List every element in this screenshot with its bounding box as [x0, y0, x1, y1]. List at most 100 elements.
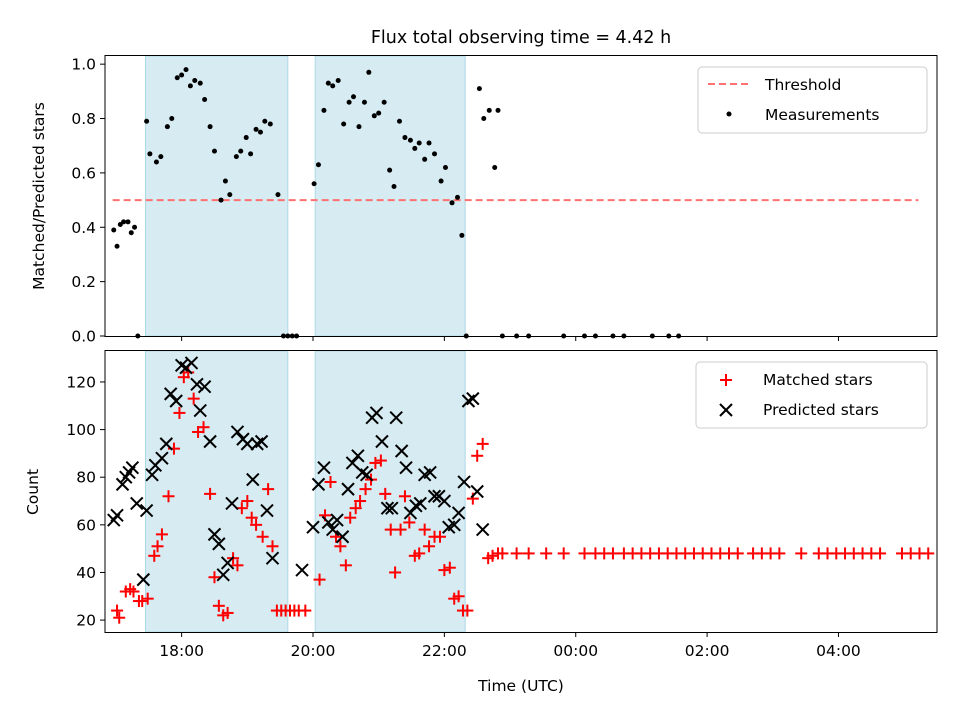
- top-y-tick-label: 0.0: [71, 328, 96, 346]
- predicted-star-point: [451, 506, 466, 520]
- matched-star-point: [141, 592, 154, 605]
- measurement-point: [361, 99, 367, 105]
- predicted-star-point: [375, 434, 389, 449]
- measurement-point: [346, 99, 352, 105]
- measurement-point: [449, 200, 455, 206]
- measurement-point: [407, 137, 413, 143]
- measurement-point: [330, 83, 336, 89]
- measurement-point: [128, 230, 134, 236]
- measurement-point: [432, 151, 438, 157]
- bottom-panel: 18:00 20:00 22:00 00:00 02:00 04:00 20 40 60 80 10…: [66, 350, 935, 660]
- measurement-point: [257, 129, 263, 135]
- matched-star-point: [344, 511, 357, 524]
- predicted-star-point: [246, 472, 260, 487]
- matched-star-point: [187, 392, 200, 405]
- measurement-point: [438, 178, 444, 184]
- matched-star-point: [461, 604, 474, 617]
- measurement-point: [315, 162, 321, 168]
- matched-star-point: [394, 523, 407, 536]
- predicted-star-point: [240, 437, 255, 451]
- matched-legend-swatch: [720, 374, 732, 386]
- matched-star-point: [418, 523, 431, 536]
- bottom-y-axis-label: Count: [24, 469, 42, 515]
- matched-star-point: [221, 606, 234, 619]
- measurement-point: [243, 135, 249, 141]
- predicted-star-point: [321, 515, 336, 530]
- predicted-star-point: [216, 568, 230, 582]
- observing-window-band: [145, 55, 289, 337]
- measurement-point: [371, 113, 377, 119]
- predicted-star-point: [341, 482, 355, 496]
- matched-star-point: [339, 559, 352, 572]
- matched-star-point: [111, 604, 124, 617]
- matched-star-point: [606, 547, 619, 560]
- measurement-point: [459, 232, 465, 238]
- predicted-star-point: [317, 460, 331, 475]
- predicted-star-point: [306, 520, 320, 534]
- top-panel: 0.0 0.2 0.4 0.6 0.8 1.0: [71, 55, 919, 346]
- bottom-y-tick-label: 80: [76, 469, 96, 487]
- measurement-point: [387, 167, 393, 173]
- predicted-star-point: [399, 460, 413, 475]
- measurement-point: [158, 154, 164, 160]
- matched-star-point: [299, 604, 312, 617]
- measurement-point: [164, 124, 170, 130]
- predicted-star-point: [466, 391, 480, 406]
- bottom-axes-frame: [104, 350, 938, 633]
- predicted-star-point: [197, 380, 212, 394]
- predicted-star-point: [145, 468, 159, 482]
- top-legend: Threshold Measurements: [697, 66, 928, 134]
- predicted-star-point: [155, 451, 169, 465]
- matched-star-point: [795, 547, 808, 560]
- predicted-star-point: [359, 468, 374, 482]
- x-tick-label: 20:00: [291, 642, 336, 660]
- matched-star-point: [359, 483, 372, 496]
- top-y-tick-label: 1.0: [71, 56, 96, 74]
- predicted-star-point: [115, 477, 130, 492]
- matched-star-point: [471, 449, 484, 462]
- measurement-point: [207, 124, 213, 130]
- matched-star-point: [136, 595, 149, 608]
- measurement-point: [455, 194, 461, 200]
- measurement-point: [402, 135, 408, 141]
- measurement-point: [125, 219, 131, 225]
- matched-star-point: [433, 530, 446, 543]
- predicted-star-point: [184, 356, 199, 370]
- measurement-point: [192, 77, 198, 83]
- x-tick-label: 02:00: [685, 642, 730, 660]
- measurement-point: [174, 75, 180, 81]
- matched-star-point: [403, 516, 416, 529]
- measurement-point: [486, 107, 492, 113]
- x-tick-label: 04:00: [816, 642, 861, 660]
- predicted-star-point: [163, 387, 178, 401]
- threshold-legend-label: Threshold: [764, 76, 841, 94]
- bottom-y-tick-label: 40: [76, 564, 96, 582]
- measurement-point: [381, 99, 387, 105]
- measurement-point: [179, 72, 185, 78]
- predicted-star-point: [385, 501, 399, 515]
- bottom-y-tick-label: 100: [66, 421, 96, 439]
- matched-star-point: [452, 590, 465, 603]
- observing-window-band: [314, 55, 466, 337]
- matched-star-point: [379, 487, 392, 500]
- matched-star-point: [423, 540, 436, 553]
- matched-star-point: [398, 490, 411, 503]
- measurements-legend-label: Measurements: [765, 106, 880, 124]
- matched-star-point: [204, 487, 217, 500]
- matched-star-point: [113, 611, 126, 624]
- x-tick-label: 22:00: [422, 642, 467, 660]
- matched-star-point: [510, 547, 523, 560]
- predicted-star-point: [325, 522, 340, 537]
- predicted-star-point: [265, 551, 280, 565]
- x-axis-label: Time (UTC): [477, 677, 564, 695]
- measurement-point: [341, 121, 347, 127]
- measurement-point: [132, 224, 138, 230]
- bottom-y-tick-label: 120: [66, 373, 96, 391]
- measurement-point: [426, 140, 432, 146]
- x-tick-label: 00:00: [553, 642, 598, 660]
- measurement-point: [227, 192, 233, 198]
- bottom-y-tick-label: 60: [76, 516, 96, 534]
- measurement-point: [391, 183, 397, 189]
- predicted-star-point: [457, 475, 471, 489]
